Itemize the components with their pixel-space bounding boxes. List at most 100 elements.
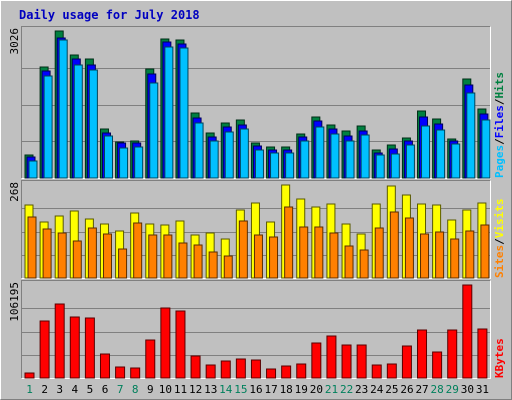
panel-hits-legend: Pages/Files/Hits	[493, 72, 506, 178]
bar-pages-day-16	[254, 149, 264, 179]
day-label-23: 23	[355, 383, 368, 396]
day-label-27: 27	[415, 383, 428, 396]
bar-pages-day-19	[300, 140, 310, 179]
bar-pages-day-27	[421, 125, 431, 179]
bar-pages-day-4	[73, 64, 83, 179]
bar-kbytes-day-28	[432, 351, 443, 379]
bar-pages-day-7	[119, 147, 129, 179]
bar-sites-day-4	[72, 240, 82, 279]
bar-pages-day-1	[28, 160, 38, 179]
bar-kbytes-day-22	[341, 344, 352, 379]
bar-sites-day-7	[118, 248, 128, 279]
day-label-2: 2	[41, 383, 48, 396]
day-label-5: 5	[87, 383, 94, 396]
day-label-24: 24	[370, 383, 384, 396]
bar-sites-day-5	[87, 227, 97, 279]
bar-pages-day-24	[375, 154, 385, 179]
legend-entry: Sites	[493, 245, 506, 278]
panel-visits-inset-shadow	[21, 180, 491, 279]
bar-sites-day-1	[27, 216, 37, 279]
bar-kbytes-day-14	[220, 360, 231, 379]
bar-kbytes-day-20	[311, 342, 322, 379]
panel-kbytes-max-label: 106195	[8, 282, 21, 322]
bar-sites-day-24	[374, 227, 384, 279]
day-label-21: 21	[325, 383, 338, 396]
bar-pages-day-6	[103, 135, 113, 179]
day-label-12: 12	[189, 383, 202, 396]
day-label-13: 13	[204, 383, 217, 396]
bar-pages-day-11	[179, 47, 189, 179]
bar-sites-day-2	[42, 228, 52, 279]
bar-kbytes-day-8	[130, 367, 141, 379]
bar-pages-day-5	[88, 69, 98, 179]
legend-entry: /	[493, 98, 506, 105]
day-label-30: 30	[461, 383, 474, 396]
day-label-22: 22	[340, 383, 353, 396]
bar-kbytes-day-31	[477, 328, 488, 379]
day-label-3: 3	[56, 383, 63, 396]
bar-pages-day-28	[436, 129, 446, 179]
bar-pages-day-17	[270, 152, 280, 179]
bar-pages-day-31	[481, 119, 491, 179]
bar-sites-day-10	[163, 234, 173, 279]
legend-entry: Files	[493, 105, 506, 138]
bar-sites-day-29	[450, 238, 460, 279]
bar-pages-day-10	[164, 46, 174, 179]
bar-kbytes-day-24	[371, 364, 382, 379]
day-label-31: 31	[476, 383, 489, 396]
bar-pages-day-9	[149, 82, 159, 179]
bar-pages-day-15	[239, 128, 249, 179]
legend-entry: /	[493, 238, 506, 245]
bar-sites-day-26	[404, 217, 414, 279]
bar-sites-day-14	[223, 255, 233, 279]
day-label-9: 9	[147, 383, 154, 396]
bar-kbytes-day-11	[175, 310, 186, 379]
day-label-15: 15	[234, 383, 247, 396]
day-label-25: 25	[385, 383, 398, 396]
panel-kbytes-legend: KBytes	[493, 338, 506, 378]
bar-sites-day-28	[435, 231, 445, 279]
day-label-1: 1	[26, 383, 33, 396]
day-label-20: 20	[310, 383, 323, 396]
bar-sites-day-30	[465, 230, 475, 279]
bar-kbytes-day-7	[115, 366, 126, 379]
bar-kbytes-day-21	[326, 335, 337, 379]
panel-visits-max-label: 268	[8, 182, 21, 202]
bar-kbytes-day-16	[250, 359, 261, 379]
panel-hits-max-label: 3026	[8, 28, 21, 55]
legend-entry: KBytes	[493, 338, 506, 378]
legend-entry: Pages	[493, 145, 506, 178]
bar-kbytes-day-15	[235, 358, 246, 379]
bar-kbytes-day-30	[462, 284, 473, 379]
bar-sites-day-23	[359, 249, 369, 279]
bar-pages-day-2	[43, 75, 53, 179]
bar-kbytes-day-17	[266, 368, 277, 379]
bar-kbytes-day-2	[39, 320, 50, 379]
bar-pages-day-25	[390, 153, 400, 179]
day-label-14: 14	[219, 383, 233, 396]
day-label-26: 26	[400, 383, 413, 396]
bar-sites-day-18	[284, 206, 294, 279]
bar-pages-day-23	[360, 134, 370, 179]
panel-kbytes-inset-shadow	[21, 280, 491, 379]
bar-sites-day-19	[299, 226, 309, 279]
bar-pages-day-13	[209, 140, 219, 179]
bar-kbytes-day-23	[356, 344, 367, 379]
bar-pages-day-12	[194, 122, 204, 179]
day-label-28: 28	[431, 383, 444, 396]
panel-visits-legend: Sites/Visits	[493, 199, 506, 279]
day-label-7: 7	[117, 383, 124, 396]
bar-sites-day-20	[314, 226, 324, 279]
bar-pages-day-3	[58, 39, 68, 179]
bar-kbytes-day-12	[190, 355, 201, 379]
bar-kbytes-day-5	[84, 317, 95, 379]
bar-sites-day-27	[420, 233, 430, 279]
bar-sites-day-12	[193, 244, 203, 279]
legend-entry: Hits	[493, 72, 506, 99]
day-label-8: 8	[132, 383, 139, 396]
bar-pages-day-8	[134, 146, 144, 179]
bar-sites-day-21	[329, 232, 339, 279]
bar-kbytes-day-9	[145, 339, 156, 379]
bar-sites-day-25	[389, 211, 399, 279]
day-label-19: 19	[295, 383, 308, 396]
